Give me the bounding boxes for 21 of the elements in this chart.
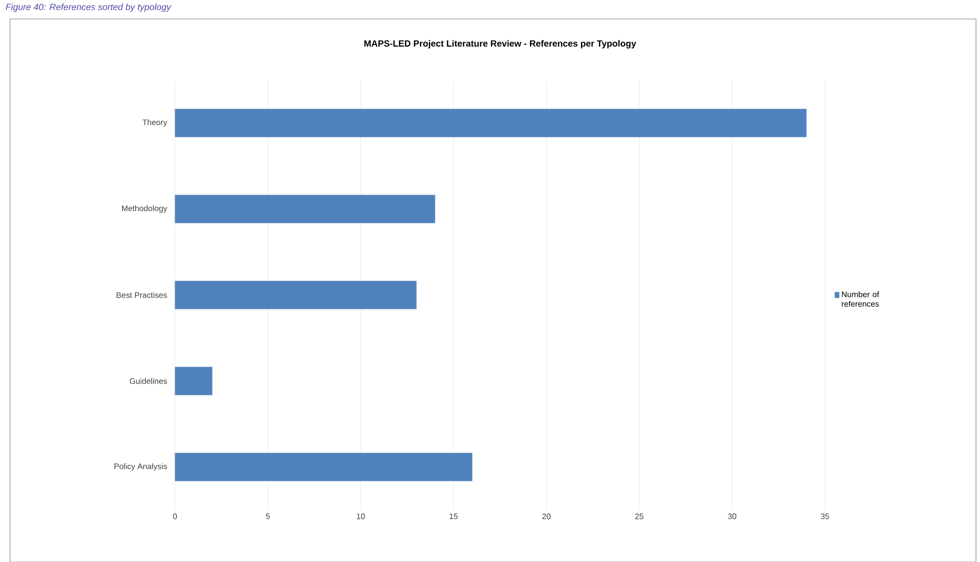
x-tick-label: 35 — [820, 514, 830, 520]
x-tick-label: 20 — [542, 514, 551, 520]
y-tick-label: Methodology — [122, 205, 168, 213]
bar — [174, 452, 472, 482]
x-tick-label: 30 — [728, 514, 736, 520]
x-tick-label: 25 — [635, 514, 644, 520]
bar — [174, 194, 436, 224]
x-tick-label: 5 — [266, 514, 270, 520]
x-tick-label: 0 — [173, 514, 177, 520]
y-tick-label: Theory — [142, 119, 168, 127]
y-tick-label: Guidelines — [130, 378, 167, 384]
caption: Figure 40: References sorted by typology — [6, 4, 172, 12]
legend-label: Number of references — [842, 291, 880, 307]
x-tick-label: 15 — [450, 514, 458, 520]
y-tick-label: Policy Analysis — [114, 463, 167, 471]
bar — [174, 280, 417, 310]
chart-title: MAPS-LED Project Literature Review - References per Typology — [364, 40, 636, 48]
bar — [174, 366, 212, 396]
x-tick-label: 10 — [356, 514, 365, 520]
y-tick-label: Best Practises — [116, 292, 167, 298]
bar — [174, 108, 807, 138]
